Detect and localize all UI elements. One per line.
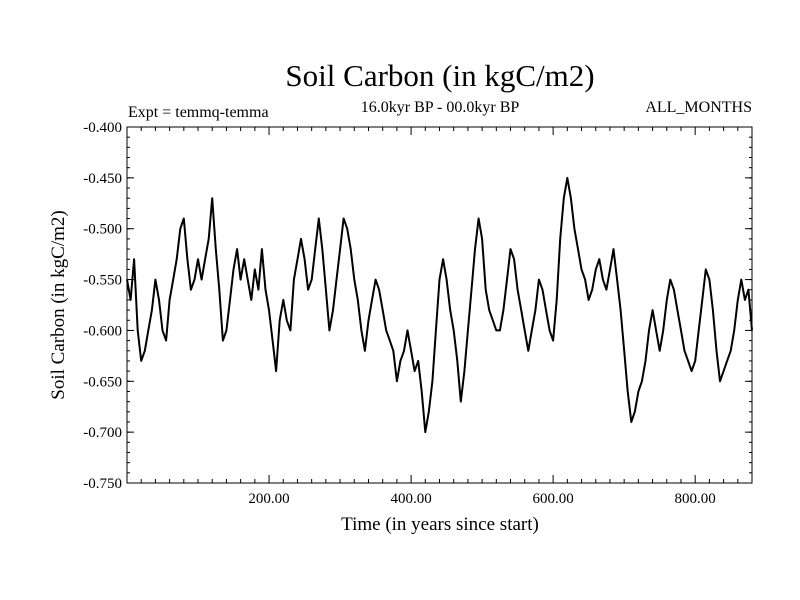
y-tick-label: -0.500 bbox=[83, 222, 122, 238]
chart-subtitle-left: Expt = temmq-temma bbox=[128, 104, 269, 121]
y-tick-label: -0.650 bbox=[83, 374, 122, 390]
y-axis: -0.400 -0.450 -0.500 -0.550 -0.600 -0.650 -0.7… bbox=[83, 120, 752, 492]
y-tick-label: -0.400 bbox=[83, 120, 122, 136]
y-tick-label: -0.700 bbox=[83, 425, 122, 441]
y-tick-label: -0.600 bbox=[83, 323, 122, 339]
chart-subtitle-right: ALL_MONTHS bbox=[645, 99, 752, 116]
x-tick-label: 200.00 bbox=[248, 491, 289, 507]
x-tick-label: 800.00 bbox=[675, 491, 716, 507]
x-axis: 200.00 400.00 600.00 800.00 bbox=[140, 127, 739, 507]
chart-subtitle-center: 16.0kyr BP - 00.0kyr BP bbox=[361, 99, 520, 116]
y-tick-label: -0.450 bbox=[83, 171, 122, 187]
x-tick-label: 400.00 bbox=[390, 491, 431, 507]
x-axis-label: Time (in years since start) bbox=[341, 514, 539, 535]
y-tick-label: -0.750 bbox=[83, 476, 122, 492]
y-axis-label: Soil Carbon (in kgC/m2) bbox=[48, 210, 69, 399]
y-tick-label: -0.550 bbox=[83, 273, 122, 289]
x-tick-label: 600.00 bbox=[533, 491, 574, 507]
chart-title: Soil Carbon (in kgC/m2) bbox=[285, 58, 594, 93]
series-line-soil-carbon bbox=[126, 176, 753, 434]
